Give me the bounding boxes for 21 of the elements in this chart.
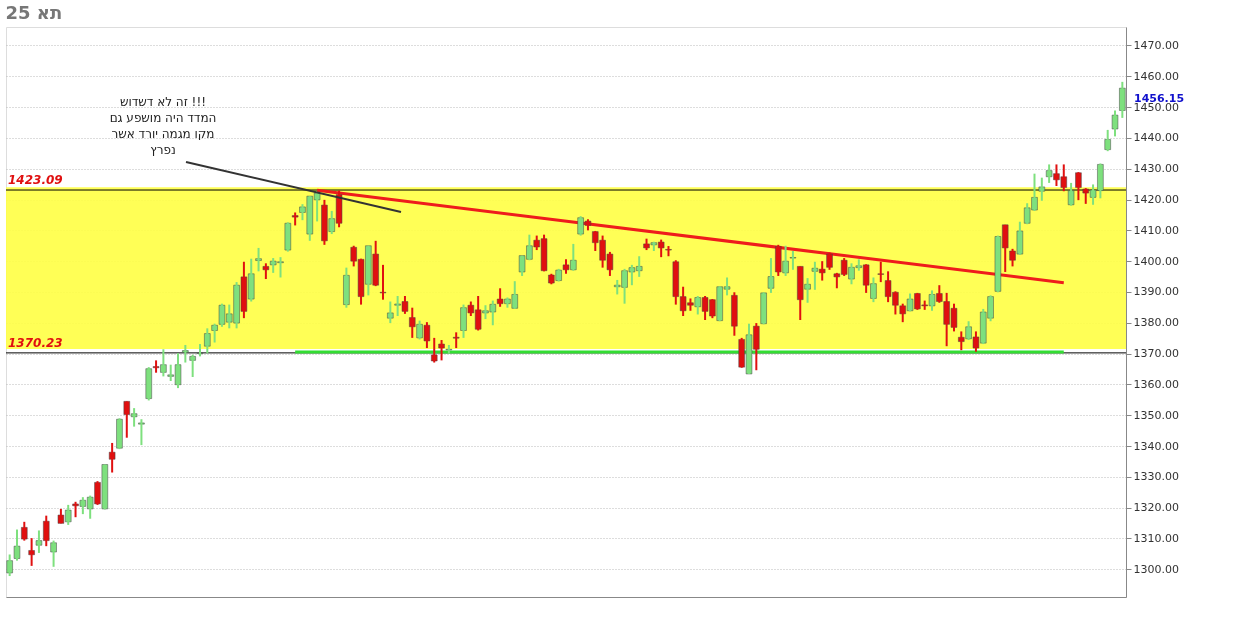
- chart-title: תא 25: [5, 2, 63, 23]
- y-tick-label: 1400.00: [1133, 254, 1179, 268]
- y-tick-label: 1360.00: [1133, 377, 1179, 391]
- y-tick-label: 1470.00: [1133, 38, 1179, 52]
- y-tick-label: 1420.00: [1133, 193, 1179, 207]
- y-tick-label: 1340.00: [1133, 439, 1179, 453]
- annotation: זה לא דשדוש !!! המדד היה מושפע גם מקו מגמה יורד אשר נפרץ: [109, 95, 217, 157]
- y-tick-label: 1390.00: [1133, 285, 1179, 299]
- y-tick-label: 1370.00: [1133, 347, 1179, 361]
- y-tick-label: 1410.00: [1133, 223, 1179, 237]
- ref-line-label: 1423.09: [8, 173, 63, 188]
- y-tick-label: 1300.00: [1133, 562, 1179, 576]
- y-tick-label: 1310.00: [1133, 531, 1179, 545]
- y-tick-label: 1430.00: [1133, 162, 1179, 176]
- ref-line-label: 1370.23: [8, 335, 63, 350]
- y-tick-label: 1350.00: [1133, 408, 1179, 422]
- y-tick-label: 1320.00: [1133, 501, 1179, 515]
- y-tick-label: 1380.00: [1133, 316, 1179, 330]
- y-tick-label: 1440.00: [1133, 131, 1179, 145]
- y-tick-label: 1460.00: [1133, 69, 1179, 83]
- y-tick-label: 1330.00: [1133, 470, 1179, 484]
